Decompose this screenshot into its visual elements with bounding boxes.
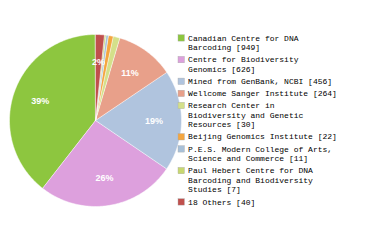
- svg-text:Canadian Centre for DNABarcodi: Canadian Centre for DNABarcoding [949]: [188, 34, 299, 53]
- svg-text:Research Center inBiodiversity: Research Center inBiodiversity and Genet…: [188, 101, 303, 129]
- svg-text:Mined from GenBank, NCBI [456]: Mined from GenBank, NCBI [456]: [188, 77, 332, 86]
- svg-text:2%: 2%: [92, 57, 105, 67]
- svg-text:Centre for BiodiversityGenomic: Centre for BiodiversityGenomics [626]: [188, 55, 299, 74]
- svg-text:P.E.S. Modern College of Arts,: P.E.S. Modern College of Arts,Science an…: [188, 145, 332, 164]
- svg-text:Beijing Genomics Institute [22: Beijing Genomics Institute [22]: [188, 132, 337, 141]
- svg-text:19%: 19%: [145, 115, 163, 125]
- svg-text:18 Others [40]: 18 Others [40]: [188, 198, 255, 207]
- svg-text:Wellcome Sanger Institute [264: Wellcome Sanger Institute [264]: [188, 89, 337, 98]
- svg-text:11%: 11%: [121, 68, 139, 78]
- svg-text:39%: 39%: [31, 96, 49, 106]
- svg-text:Paul Hebert Centre for DNABarc: Paul Hebert Centre for DNABarcoding and …: [188, 166, 313, 194]
- svg-text:26%: 26%: [96, 173, 114, 183]
